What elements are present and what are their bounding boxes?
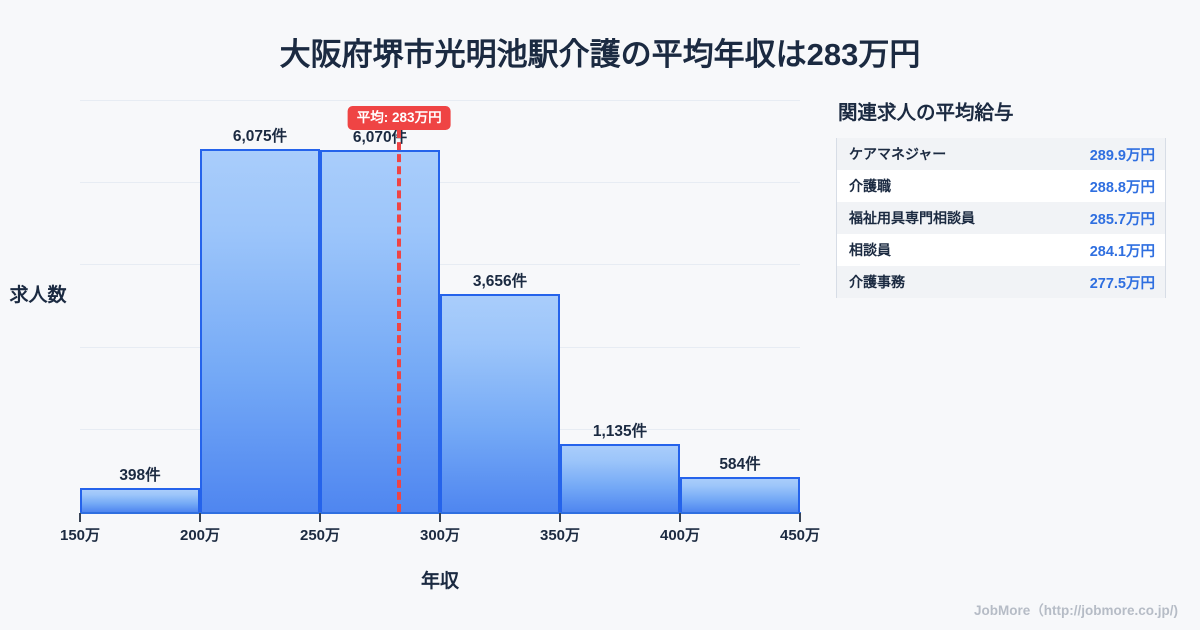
attribution-footer: JobMore（http://jobmore.co.jp/) [974,603,1178,618]
x-axis-tick [679,513,681,522]
x-axis-tick-label: 250万 [299,527,341,544]
average-salary-value: 284.1万円 [1089,243,1155,260]
gridline [80,100,800,101]
average-line-marker [397,130,402,512]
average-salary-value: 277.5万円 [1089,275,1155,292]
average-salary-value: 288.8万円 [1089,179,1155,196]
histogram-bar [200,149,320,512]
job-title-label: 介護事務 [849,274,905,290]
x-axis-tick-label: 450万 [779,527,821,544]
table-row[interactable]: 介護職 288.8万円 [837,170,1165,202]
panel-title: 関連求人の平均給与 [838,102,1014,124]
job-title-label: 相談員 [849,242,891,258]
average-salary-value: 285.7万円 [1089,211,1155,228]
x-axis-tick [319,513,321,522]
page-title: 大阪府堺市光明池駅介護の平均年収は283万円 [279,37,921,72]
x-axis-tick-label: 200万 [179,527,221,544]
job-title-label: 介護職 [849,178,891,194]
x-axis-tick-label: 150万 [59,527,101,544]
x-axis-tick-label: 400万 [659,527,701,544]
table-row[interactable]: ケアマネジャー 289.9万円 [837,138,1165,170]
bar-value-label: 3,656件 [472,272,528,290]
related-jobs-table: ケアマネジャー 289.9万円介護職 288.8万円福祉用具専門相談員 285.7万円… [836,138,1166,298]
x-axis-tick [199,513,201,522]
table-row[interactable]: 福祉用具専門相談員 285.7万円 [837,202,1165,234]
x-axis-title: 年収 [420,571,459,592]
x-axis-tick-label: 300万 [419,527,461,544]
x-axis-tick [439,513,441,522]
histogram-bar [320,149,440,512]
x-axis-tick [799,513,801,522]
average-salary-value: 289.9万円 [1089,147,1155,164]
bar-value-label: 1,135件 [592,423,648,441]
histogram-bar [680,477,800,512]
related-jobs-panel: 関連求人の平均給与 ケアマネジャー 289.9万円介護職 288.8万円福祉用具専門… [836,100,1166,298]
job-title-label: ケアマネジャー [849,146,947,162]
histogram-bar [560,444,680,512]
histogram-bar [440,293,560,512]
bar-value-label: 398件 [119,467,161,485]
bar-value-label: 6,070件 [352,128,408,146]
x-axis-tick-label: 350万 [539,527,581,544]
bar-value-label: 6,075件 [232,128,288,146]
job-title-label: 福祉用具専門相談員 [849,210,975,226]
histogram-bar [80,488,200,512]
gridline [80,182,800,183]
x-axis-tick [79,513,81,522]
table-row[interactable]: 介護事務 277.5万円 [837,266,1165,298]
table-row[interactable]: 相談員 284.1万円 [837,234,1165,266]
x-axis-tick [559,513,561,522]
bar-value-label: 584件 [719,456,761,474]
y-axis-title: 求人数 [9,285,67,306]
histogram-chart: 求人数 398件 6,075件 6,070件 3,656件 1,135件 584件 150… [9,100,820,592]
average-badge: 平均: 283万円 [347,106,451,130]
gridline [80,264,800,265]
